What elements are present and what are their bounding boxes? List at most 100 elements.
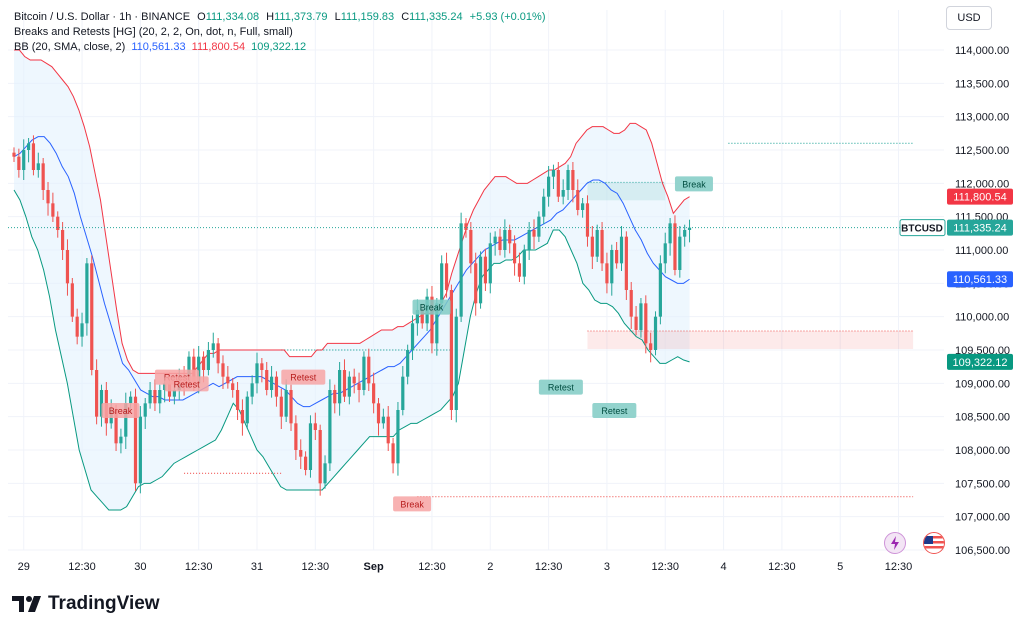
candle-body — [289, 390, 293, 424]
signal-label: Retest — [601, 406, 628, 416]
price-tick-label: 106,500.00 — [955, 545, 1010, 557]
candle-body — [381, 416, 385, 424]
signal-label: Retest — [290, 373, 317, 383]
candle-body — [41, 163, 45, 190]
price-tick-label: 111,000.00 — [955, 245, 1008, 257]
candle-body — [46, 190, 50, 204]
candle-body — [551, 170, 556, 177]
candle-body — [153, 390, 157, 404]
price-tick-label: 110,000.00 — [955, 312, 1009, 324]
candle-body — [65, 250, 70, 284]
candle-body — [687, 227, 692, 230]
candle-body — [512, 243, 517, 264]
signal-label-bg — [538, 379, 583, 395]
candle-body — [566, 170, 570, 190]
candle-body — [250, 383, 254, 397]
candle-body — [644, 303, 648, 344]
candle-body — [488, 243, 492, 284]
tradingview-logo[interactable]: TradingView — [12, 593, 160, 615]
time-axis: 29 12:30 30 12:30 31 12:30 Sep 12:30 2 12:30 3 12:3… — [18, 561, 913, 573]
time-tick-label: 30 — [134, 561, 146, 573]
candle-body — [658, 263, 662, 317]
bb-basis-value: 110,561.33 — [131, 41, 186, 53]
candle-body — [333, 390, 337, 404]
indicator-legend-bb[interactable]: BB (20, SMA, close, 2) 110,561.33 111,80… — [14, 41, 307, 53]
ohlc-open: O111,334.08 — [197, 11, 260, 23]
candle-body — [260, 363, 264, 370]
candle-body — [649, 343, 653, 350]
candle-body — [396, 410, 400, 464]
candle-body — [615, 250, 619, 264]
signal-label-bg — [101, 403, 140, 418]
candle-body — [124, 403, 128, 437]
candle-body — [129, 396, 133, 404]
price-tag-lower: 109,322.12 — [952, 357, 1007, 369]
candle-body — [469, 230, 473, 264]
price-axis: 106,500.00 107,000.00 107,500.00 108,000.00… — [955, 45, 1010, 557]
candle-body — [668, 223, 672, 244]
ohlc-low: L111,159.83 — [334, 11, 395, 23]
candle-body — [547, 176, 551, 197]
candle-body — [148, 390, 152, 404]
candle-body — [430, 296, 434, 344]
candle-body — [284, 390, 288, 417]
price-tag-last-bg — [947, 219, 1013, 236]
candle-body — [17, 156, 21, 170]
candle-body — [639, 303, 643, 330]
candle-body — [444, 263, 449, 290]
candle-body — [26, 143, 31, 150]
candle-body — [36, 163, 40, 170]
us-flag-icon[interactable] — [923, 532, 945, 554]
bb-upper-value: 111,800.54 — [191, 41, 246, 53]
candle-body — [347, 376, 351, 397]
signal-label-bg — [412, 299, 451, 315]
candle-body — [372, 383, 376, 404]
candle-body — [362, 356, 366, 390]
price-tick-label: 108,500.00 — [955, 412, 1010, 424]
price-tag-upper: 111,800.54 — [953, 192, 1006, 204]
candle-body — [158, 390, 162, 404]
candle-body — [22, 150, 26, 170]
candle-body — [576, 190, 580, 210]
signal-label-bg — [164, 376, 209, 392]
price-tick-label: 108,000.00 — [955, 445, 1010, 457]
candle-body — [75, 316, 79, 337]
candle-body — [357, 383, 361, 390]
candle-body — [454, 316, 458, 410]
candle-body — [376, 403, 381, 424]
candle-body — [542, 196, 546, 217]
price-tag-upper-bg — [947, 188, 1013, 205]
signal-label: Break — [109, 406, 133, 416]
indicator-legend-breaks[interactable]: Breaks and Retests [HG] (20, 2, 2, On, d… — [14, 26, 293, 38]
candle-body — [503, 230, 507, 250]
candle-body — [517, 263, 522, 277]
time-tick-label: 3 — [604, 561, 610, 573]
candle-body — [114, 410, 118, 444]
candle-body — [522, 250, 526, 277]
candle-body — [245, 396, 249, 424]
candle-body — [323, 463, 327, 484]
price-tag-basis-bg — [947, 271, 1013, 288]
candle-body — [211, 343, 215, 350]
candle-body — [269, 376, 274, 390]
currency-button[interactable]: USD — [946, 6, 992, 30]
candle-body — [299, 450, 303, 457]
candle-body — [673, 223, 677, 270]
candle-body — [478, 256, 483, 304]
candle-body — [663, 243, 667, 264]
candle-body — [274, 376, 279, 397]
candle-body — [279, 396, 283, 417]
signal-label: Break — [682, 179, 706, 189]
lightning-icon[interactable] — [884, 532, 906, 554]
signal-label-bg — [592, 403, 637, 418]
signal-label: Retest — [174, 379, 201, 389]
candle-body — [449, 290, 453, 410]
candle-body — [95, 370, 99, 417]
candle-body — [629, 290, 633, 317]
time-tick-label: 4 — [720, 561, 726, 573]
candle-body — [226, 376, 230, 384]
candle-body — [653, 316, 658, 350]
candle-body — [401, 376, 405, 410]
